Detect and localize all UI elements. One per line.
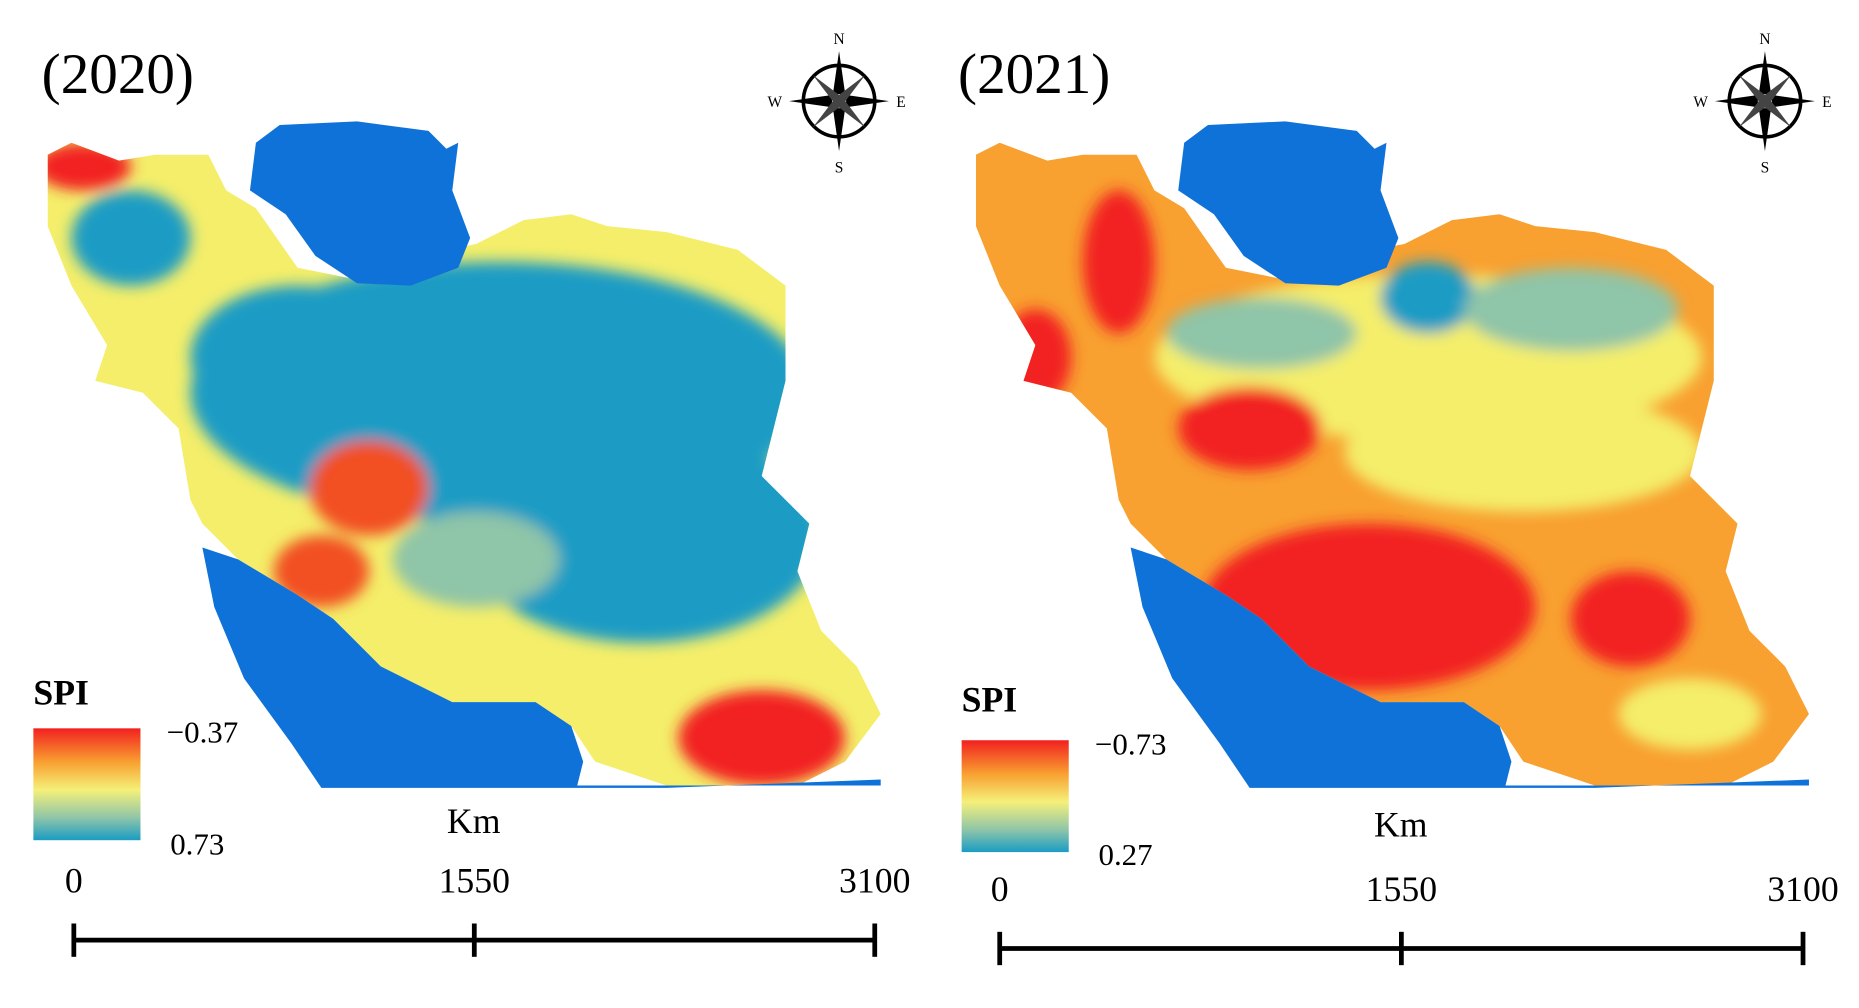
scale-unit: Km xyxy=(447,801,501,841)
legend-ramp xyxy=(961,740,1069,853)
compass-label: S xyxy=(835,160,844,177)
scale-tick-label: 3100 xyxy=(1767,869,1838,909)
scale-unit: Km xyxy=(1374,805,1428,845)
compass-label: N xyxy=(1759,31,1770,48)
compass-label: E xyxy=(896,94,905,111)
scale-bar: 0 1550 3100 xyxy=(991,869,1839,966)
panel-2020: (2020) SPI −0.37 0.73 Km 0 1550 3100 N E S… xyxy=(33,31,910,957)
legend-label: −0.73 xyxy=(1095,727,1167,762)
panel-title: (2020) xyxy=(42,43,194,106)
compass-label: W xyxy=(767,94,782,111)
scale-tick-label: 1550 xyxy=(439,861,510,901)
panel-title: (2021) xyxy=(958,43,1110,106)
scale-tick-label: 0 xyxy=(65,861,83,901)
compass-label: E xyxy=(1822,94,1831,111)
scale-tick-label: 0 xyxy=(991,869,1009,909)
legend-title: SPI xyxy=(33,673,89,713)
legend-label: 0.73 xyxy=(170,826,224,861)
legend-ramp xyxy=(33,728,141,841)
compass-label: W xyxy=(1693,94,1708,111)
legend-title: SPI xyxy=(962,680,1018,720)
scale-bar: 0 1550 3100 xyxy=(65,861,910,957)
scale-tick-label: 3100 xyxy=(839,861,910,901)
compass: N E S W xyxy=(1693,31,1831,177)
compass-label: N xyxy=(833,31,844,48)
panel-2021: (2021) SPI −0.73 0.27 Km 0 1550 3100 N E S… xyxy=(958,31,1839,966)
compass: N E S W xyxy=(767,31,905,177)
legend-label: −0.37 xyxy=(167,715,239,750)
compass-label: S xyxy=(1761,160,1770,177)
scale-tick-label: 1550 xyxy=(1366,869,1437,909)
legend-label: 0.27 xyxy=(1098,837,1152,872)
